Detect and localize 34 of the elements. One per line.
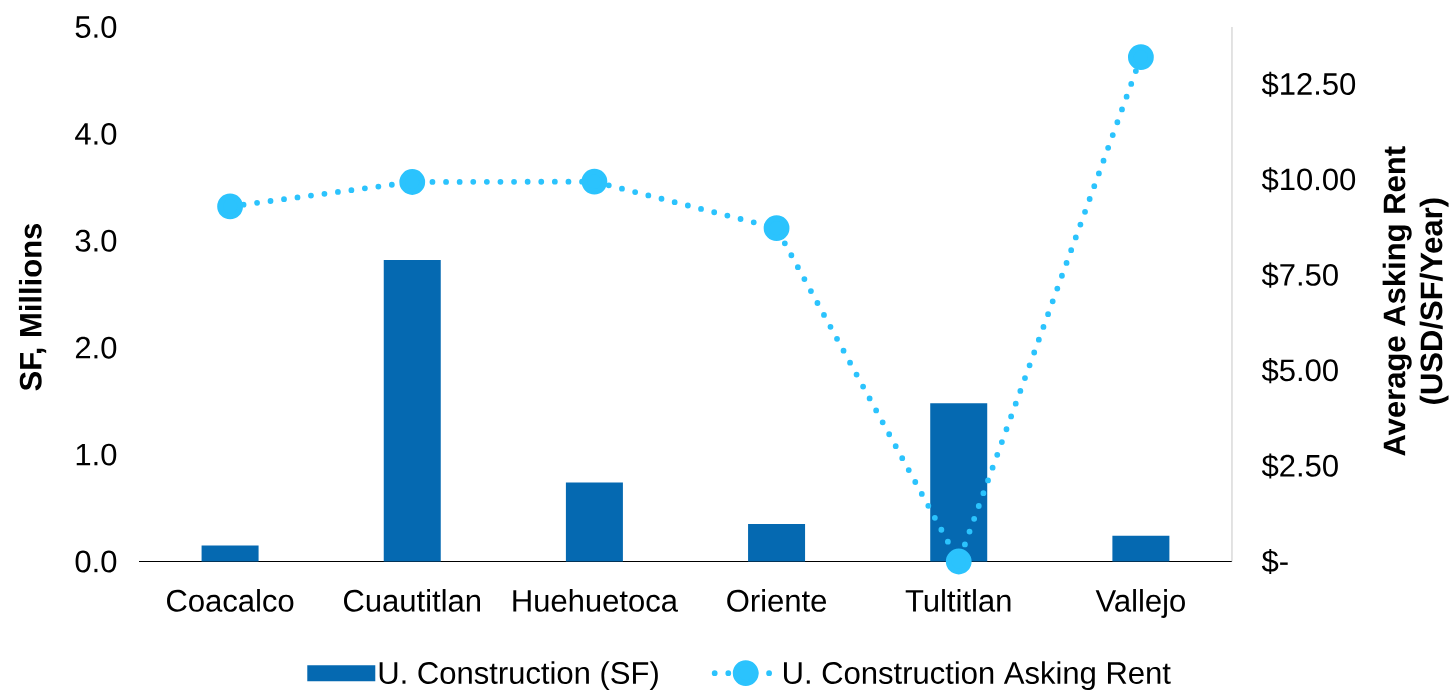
x-tick-label: Cuautitlan [344,589,480,612]
point [763,215,790,242]
x-tick-label: Tultitlan [905,589,1011,612]
bar [383,260,441,562]
bar [930,403,988,562]
y-axis-title: SF, Millions [18,223,47,391]
point [945,548,972,575]
y-tick-label: 5.0 [75,16,117,38]
y-tick-label: 1.0 [76,443,117,466]
point [1127,44,1154,71]
y-tick-label: 4.0 [75,122,117,145]
y2-tick-label: $5.00 [1261,358,1338,384]
point [217,193,243,220]
bar [201,545,259,562]
y-tick-label: 0.0 [75,550,117,573]
bar [565,482,623,562]
x-tick-label: Huehuetoca [513,589,678,612]
bar [1112,535,1170,562]
y2-axis-title: Average Asking Rent (USD/SF/Year) [1382,146,1449,456]
x-tick-label: Oriente [727,589,827,612]
point [581,168,608,195]
y2-tick-label: $10.00 [1261,167,1356,193]
y2-tick-label: $12.50 [1261,71,1356,97]
x-tick-label: Coacalco [167,589,294,612]
legend-label: U. Construction (SF) [379,661,658,691]
y2-tick-label: $7.50 [1261,262,1338,288]
y-tick-label: 3.0 [75,229,117,252]
y2-tick-label: $2.50 [1261,453,1338,479]
y2-tick-label: $- [1261,548,1288,575]
bar [748,524,806,562]
y-tick-label: 2.0 [75,336,117,359]
point [399,169,426,195]
x-tick-label: Vallejo [1095,589,1185,618]
legend-label: U. Construction Asking Rent [783,661,1171,691]
